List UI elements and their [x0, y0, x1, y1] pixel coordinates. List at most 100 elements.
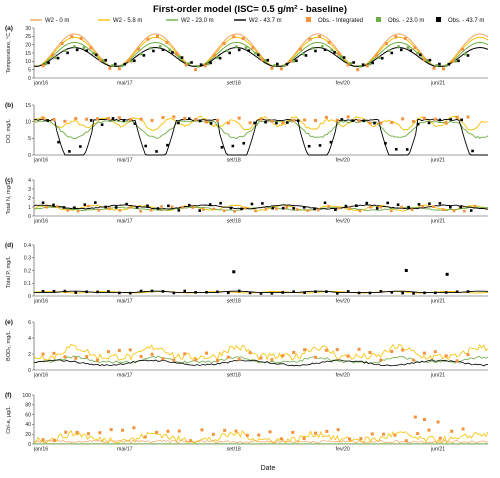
obs-marker: [183, 116, 187, 120]
obs-marker: [139, 354, 143, 358]
y-tick-label: 3: [28, 187, 31, 193]
obs-marker: [152, 49, 155, 53]
obs-marker: [62, 206, 66, 209]
obs-marker: [66, 209, 69, 212]
obs-marker: [139, 52, 143, 56]
obs-marker: [216, 56, 219, 59]
obs-marker: [271, 206, 275, 210]
obs-marker: [96, 358, 100, 362]
obs-marker: [292, 290, 295, 293]
obs-marker: [303, 291, 306, 294]
obs-marker: [340, 55, 343, 59]
obs-marker: [63, 289, 67, 293]
obs-marker: [63, 49, 67, 52]
obs-marker: [337, 206, 341, 210]
obs-marker: [166, 429, 170, 433]
obs-marker: [51, 53, 55, 57]
obs-marker: [390, 51, 394, 55]
obs-marker: [250, 202, 254, 206]
obs-marker: [438, 118, 442, 122]
obs-marker: [436, 420, 440, 424]
obs-marker: [215, 118, 219, 122]
obs-marker: [155, 35, 159, 39]
legend: W2 - 0 m W2 - 5.8 m W2 - 23.0 m W2 - 43.7 m…: [30, 17, 484, 24]
obs-marker: [177, 55, 181, 59]
obs-marker: [333, 51, 336, 54]
obs-marker: [433, 117, 437, 121]
obs-marker: [421, 205, 424, 208]
obs-marker: [318, 144, 322, 147]
obs-marker: [87, 204, 90, 208]
x-tick-label: fev/20: [336, 219, 350, 225]
obs-marker: [41, 289, 45, 293]
x-tick-label: jun/21: [430, 299, 445, 305]
obs-marker: [348, 206, 351, 210]
obs-marker: [118, 291, 121, 295]
obs-marker: [94, 53, 98, 57]
obs-marker: [264, 207, 268, 211]
obs-marker: [248, 121, 252, 125]
obs-marker: [368, 121, 372, 125]
obs-marker: [357, 119, 361, 123]
obs-marker: [291, 430, 295, 434]
obs-marker: [335, 348, 339, 352]
obs-marker: [261, 202, 264, 205]
obs-marker: [117, 348, 121, 352]
obs-marker: [410, 208, 414, 212]
y-tick-label: 4: [28, 178, 31, 184]
obs-marker: [432, 66, 436, 70]
y-tick-label: 0: [28, 76, 31, 82]
obs-marker: [73, 206, 76, 209]
obs-marker: [313, 118, 317, 122]
obs-marker: [384, 141, 387, 145]
series-line: [33, 120, 489, 140]
obs-marker: [257, 433, 261, 437]
obs-marker: [324, 115, 328, 119]
y-tick-label: 10: [25, 59, 31, 65]
obs-marker: [130, 59, 133, 63]
obs-marker: [240, 207, 243, 211]
obs-marker: [369, 206, 372, 209]
obs-marker: [226, 121, 230, 125]
obs-marker: [229, 206, 233, 210]
obs-marker: [404, 439, 408, 443]
obs-marker: [156, 207, 160, 210]
obs-marker: [401, 291, 404, 295]
x-tick-label: set/18: [227, 81, 241, 87]
obs-marker: [187, 117, 191, 121]
obs-marker: [227, 291, 230, 295]
obs-marker: [396, 203, 400, 207]
obs-marker: [223, 428, 227, 432]
obs-marker: [63, 355, 67, 359]
obs-marker: [259, 117, 263, 121]
obs-marker: [358, 209, 362, 213]
obs-marker: [149, 208, 153, 212]
obs-marker: [380, 56, 384, 60]
obs-marker: [356, 68, 360, 72]
obs-marker: [150, 118, 154, 122]
obs-marker: [289, 59, 293, 63]
obs-marker: [212, 207, 216, 211]
obs-marker: [100, 123, 104, 126]
obs-marker: [464, 52, 467, 56]
obs-marker: [455, 290, 459, 294]
obs-marker: [109, 428, 113, 432]
x-tick-label: jun/21: [430, 81, 445, 87]
obs-marker: [155, 430, 159, 434]
obs-marker: [270, 66, 274, 70]
obs-marker: [98, 58, 102, 62]
obs-marker: [311, 46, 315, 50]
obs-marker: [268, 430, 272, 434]
obs-marker: [111, 117, 115, 120]
obs-marker: [172, 358, 176, 362]
obs-marker: [473, 204, 477, 208]
obs-marker: [313, 431, 317, 435]
obs-marker: [330, 48, 334, 52]
obs-marker: [303, 118, 307, 122]
obs-marker: [63, 119, 67, 123]
obs-marker: [275, 207, 278, 211]
obs-marker: [183, 289, 187, 293]
obs-marker: [463, 209, 466, 213]
y-axis-label: Total N, mg/L: [6, 182, 12, 215]
